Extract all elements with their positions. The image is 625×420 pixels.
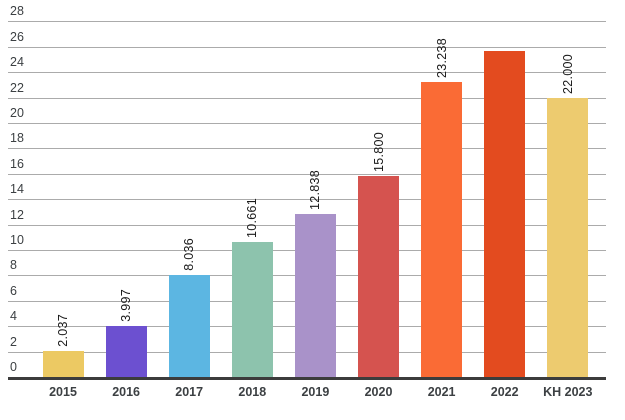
x-axis-label: 2022 xyxy=(490,385,519,399)
bar-value-label-wrap: 22.000 xyxy=(557,54,579,94)
bar-kh-2023 xyxy=(547,97,589,377)
bar-value-label: 12.838 xyxy=(308,169,323,210)
bar-value-label: 23.238 xyxy=(434,37,449,78)
bar-value-label: 15.800 xyxy=(371,132,386,173)
bar-2019 xyxy=(294,213,336,377)
bar-2015 xyxy=(42,351,84,377)
x-axis-label: 2015 xyxy=(49,385,77,399)
y-axis-label: 0 xyxy=(10,360,17,374)
bar-2018 xyxy=(231,241,273,377)
x-axis-label: 2016 xyxy=(112,385,140,399)
x-axis-line xyxy=(8,377,606,380)
gridline xyxy=(8,46,606,48)
y-axis-label: 20 xyxy=(10,106,24,120)
bar-value-label: 3.997 xyxy=(119,289,134,323)
bar-value-label-wrap: 10.661 xyxy=(241,198,263,238)
y-axis-label: 10 xyxy=(10,233,24,247)
bar-2017 xyxy=(168,274,210,377)
y-axis-label: 24 xyxy=(10,55,24,70)
bar-value-label-wrap: 12.838 xyxy=(304,170,326,210)
bar-2016 xyxy=(105,326,147,377)
y-axis-label: 12 xyxy=(10,207,24,222)
y-axis-label: 4 xyxy=(10,309,17,324)
bar-value-label-wrap: 8.036 xyxy=(178,238,200,271)
bar-2021 xyxy=(421,81,463,377)
y-axis-label: 22 xyxy=(10,80,24,95)
y-axis-label: 28 xyxy=(10,4,24,19)
bar-value-label: 10.661 xyxy=(245,197,260,238)
bar-value-label: 22.000 xyxy=(560,53,575,94)
x-axis-label: 2020 xyxy=(364,385,393,399)
y-axis-label: 26 xyxy=(10,29,24,44)
x-axis-label: KH 2023 xyxy=(543,385,593,399)
y-axis-label: 18 xyxy=(10,131,24,146)
bar-2022 xyxy=(484,50,526,377)
x-axis-label: 2018 xyxy=(238,385,267,399)
bar-value-label-wrap: 2.037 xyxy=(52,314,74,347)
bar-value-label: 2.037 xyxy=(56,314,70,348)
x-axis-label: 2017 xyxy=(175,385,204,399)
y-axis-label: 8 xyxy=(10,258,17,273)
y-axis-label: 14 xyxy=(10,182,24,197)
bar-value-label: 8.036 xyxy=(182,238,197,271)
gridline xyxy=(8,21,606,23)
y-axis-label: 6 xyxy=(10,283,17,298)
x-axis-label: 2021 xyxy=(427,385,456,399)
bar-2020 xyxy=(358,176,399,377)
y-axis-label: 2 xyxy=(10,334,17,349)
y-axis-label: 16 xyxy=(10,156,24,171)
x-axis-label: 2019 xyxy=(301,385,330,399)
bar-value-label-wrap: 3.997 xyxy=(115,289,137,322)
bar-value-label-wrap: 15.800 xyxy=(368,132,390,172)
bar-value-label-wrap: 23.238 xyxy=(431,38,453,78)
